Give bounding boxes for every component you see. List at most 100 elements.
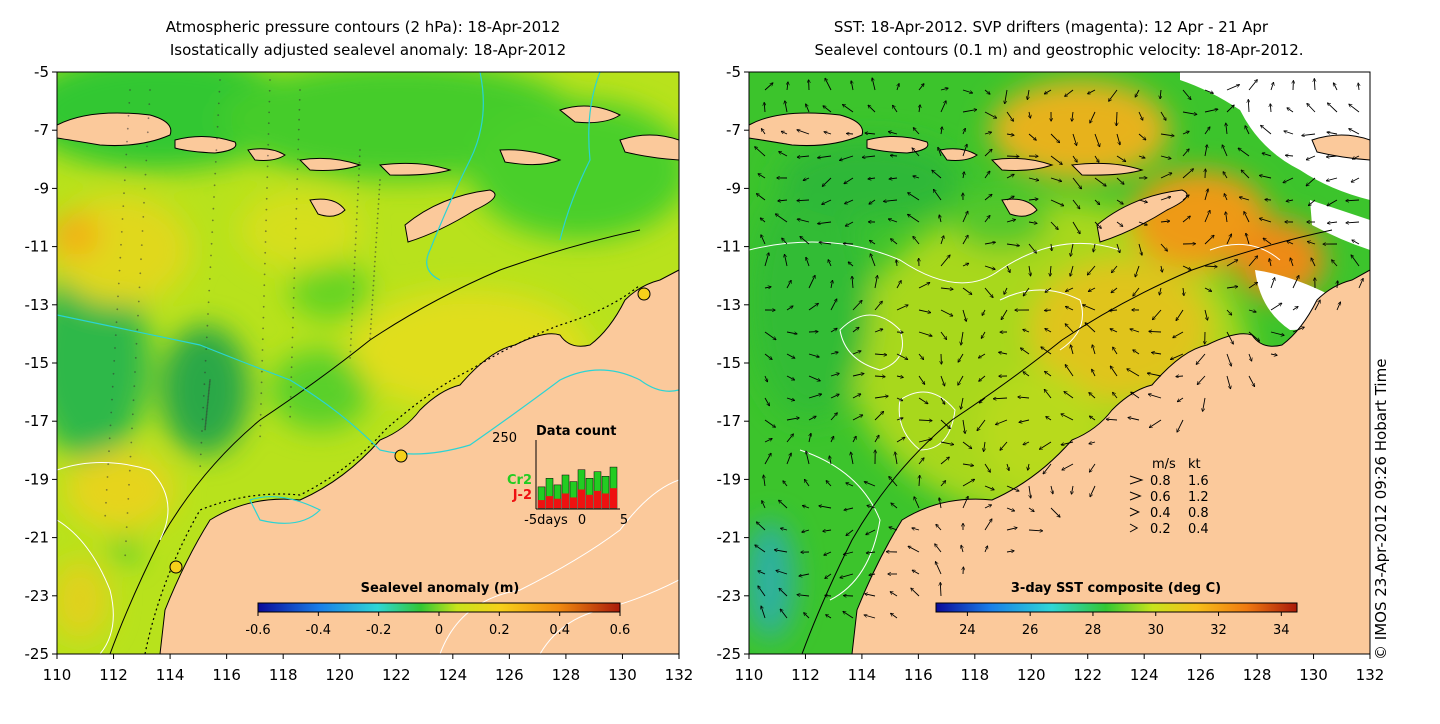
lon-tick-label: 114 [156,666,185,684]
lat-tick-label: -15 [25,354,50,372]
lat-tick-label: -11 [717,238,742,256]
lon-tick-label: 130 [1299,666,1328,684]
lon-tick-label: 112 [99,666,128,684]
inset-bar-j2 [578,490,585,508]
lon-tick-label: 128 [1243,666,1272,684]
inset-bar-j2 [586,495,593,508]
colorbar-tick-label: 28 [1085,623,1102,638]
lat-tick-label: -17 [717,412,742,430]
lon-tick-label: 128 [552,666,581,684]
lon-tick-label: 116 [904,666,933,684]
inset-bar-j2 [594,491,601,508]
inset-bar-j2 [562,493,569,508]
sla-map: Data count 250 Cr2 J-2 -5days 0 5 Sealev… [20,50,690,654]
tide-gauge-marker [638,288,650,300]
colorbar-tick-label: 32 [1210,623,1227,638]
inset-bar-j2 [538,500,545,508]
lon-tick-label: 122 [1073,666,1102,684]
legend-speed-kt: 1.2 [1188,490,1209,505]
lon-tick-label: 120 [1017,666,1046,684]
lat-tick-label: -25 [717,645,742,663]
colorbar-tick-label: 30 [1147,623,1164,638]
lat-tick-label: -19 [717,470,742,488]
lat-tick-label: -21 [25,529,50,547]
lon-tick-label: 118 [960,666,989,684]
colorbar-tick-label: 34 [1273,623,1290,638]
inset-series-j2: J-2 [512,488,532,503]
sst-colorbar-label: 3-day SST composite (deg C) [1011,581,1221,596]
inset-title: Data count [536,424,616,439]
inset-bar-j2 [602,493,609,508]
lon-tick-label: 122 [382,666,411,684]
lat-tick-label: -23 [25,587,50,605]
inset-x-label-end: 5 [620,513,628,528]
lon-tick-label: 130 [608,666,637,684]
colorbar-tick-label: -0.6 [245,623,270,638]
inset-bar-j2 [554,499,561,508]
sla-colorbar-label: Sealevel anomaly (m) [361,581,520,596]
inset-x-label-zero: 0 [578,513,586,528]
credit-text: © IMOS 23-Apr-2012 09:26 Hobart Time [1372,359,1390,660]
colorbar-tick-label: 0.4 [549,623,570,638]
sst-title-line-1: SST: 18-Apr-2012. SVP drifters (magenta)… [834,18,1269,36]
inset-x-label-start: -5days [524,513,568,528]
lat-tick-label: -19 [25,470,50,488]
legend-header-ms: m/s [1152,457,1176,472]
legend-speed-ms: 0.8 [1150,474,1171,489]
lat-tick-label: -17 [25,412,50,430]
sla-panel: Atmospheric pressure contours (2 hPa): 1… [20,18,690,654]
lon-tick-label: 132 [1356,666,1385,684]
lat-tick-label: -13 [25,296,50,314]
sst-title-line-2: Sealevel contours (0.1 m) and geostrophi… [814,41,1303,59]
lon-tick-label: 112 [791,666,820,684]
inset-bar-j2 [570,497,577,508]
lat-tick-label: -21 [717,529,742,547]
lat-tick-label: -7 [34,121,49,139]
lon-tick-label: 126 [1186,666,1215,684]
legend-speed-ms: 0.2 [1150,522,1171,537]
lon-tick-label: 110 [43,666,72,684]
legend-header-kt: kt [1188,457,1201,472]
lon-tick-label: 126 [495,666,524,684]
lat-tick-label: -11 [25,238,50,256]
legend-speed-ms: 0.6 [1150,490,1171,505]
colorbar-tick-label: 26 [1022,623,1039,638]
lon-tick-label: 114 [848,666,877,684]
legend-speed-ms: 0.4 [1150,506,1171,521]
sst-panel: SST: 18-Apr-2012. SVP drifters (magenta)… [745,18,1370,654]
lon-tick-label: 110 [735,666,764,684]
lon-tick-label: 124 [1130,666,1159,684]
tide-gauge-marker [395,450,407,462]
lat-tick-label: -5 [34,63,49,81]
lon-tick-label: 120 [325,666,354,684]
lon-tick-label: 132 [665,666,694,684]
legend-speed-kt: 1.6 [1188,474,1209,489]
sla-title-line-1: Atmospheric pressure contours (2 hPa): 1… [166,18,561,36]
colorbar-tick-label: -0.2 [366,623,391,638]
lat-tick-label: -25 [25,645,50,663]
colorbar-tick-label: 0.6 [610,623,631,638]
lat-tick-label: -9 [34,179,49,197]
colorbar-tick-label: 24 [959,623,976,638]
lat-tick-label: -15 [717,354,742,372]
inset-y-max: 250 [492,431,517,446]
colorbar-tick-label: 0.2 [489,623,510,638]
lon-tick-label: 116 [212,666,241,684]
lat-tick-label: -13 [717,296,742,314]
lat-tick-label: -7 [726,121,741,139]
lat-tick-label: -5 [726,63,741,81]
lon-tick-label: 118 [269,666,298,684]
inset-series-cr2: Cr2 [507,473,532,488]
inset-bar-j2 [546,496,553,508]
inset-bar-j2 [610,488,617,508]
lat-tick-label: -23 [717,587,742,605]
colorbar-tick-label: 0 [435,623,443,638]
sla-title-line-2: Isostatically adjusted sealevel anomaly:… [170,41,566,59]
lon-tick-label: 124 [438,666,467,684]
legend-speed-kt: 0.8 [1188,506,1209,521]
legend-speed-kt: 0.4 [1188,522,1209,537]
colorbar-tick-label: -0.4 [306,623,331,638]
